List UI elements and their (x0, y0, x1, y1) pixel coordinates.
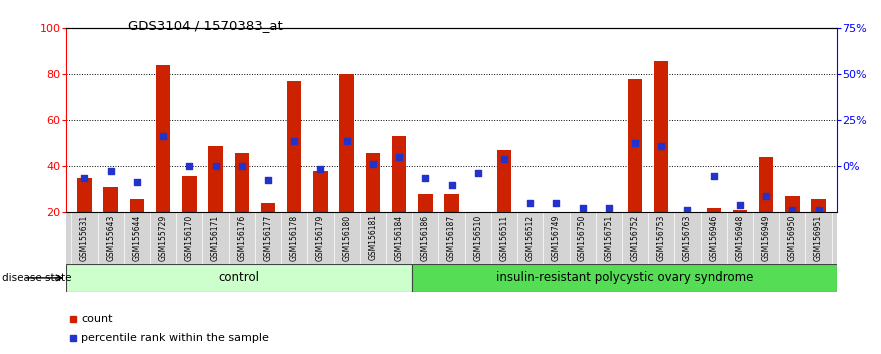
Bar (759, 157, 774, 212)
Bar (130, 199, 144, 212)
Bar (234, 153, 249, 212)
Text: GSM156946: GSM156946 (709, 215, 718, 261)
Point (575, 205, 589, 211)
Text: GSM156951: GSM156951 (814, 215, 823, 261)
Text: GSM156179: GSM156179 (316, 215, 325, 261)
Bar (549, 212, 564, 224)
Text: GSM156187: GSM156187 (447, 215, 456, 261)
Point (156, 133, 170, 139)
Text: disease state: disease state (2, 273, 71, 283)
Point (602, 205, 616, 211)
Bar (156, 65, 170, 212)
Bar (470, 212, 485, 235)
Text: GSM156510: GSM156510 (473, 215, 482, 261)
Text: GSM156750: GSM156750 (578, 215, 587, 261)
Point (418, 175, 433, 181)
Bar (411, 264, 837, 292)
Bar (444, 194, 459, 212)
Text: GSM156950: GSM156950 (788, 215, 797, 261)
Text: GSM156186: GSM156186 (421, 215, 430, 261)
Point (497, 156, 511, 162)
Text: GSM156763: GSM156763 (683, 215, 692, 261)
Bar (261, 203, 275, 212)
Point (209, 164, 223, 169)
Text: GSM156752: GSM156752 (631, 215, 640, 261)
Bar (628, 79, 642, 212)
Point (314, 166, 328, 171)
Point (811, 207, 825, 213)
Text: GSM156753: GSM156753 (656, 215, 666, 261)
Point (78, 175, 92, 181)
Bar (523, 212, 537, 229)
Point (234, 164, 248, 169)
Bar (654, 61, 669, 212)
Text: GSM155644: GSM155644 (132, 215, 141, 261)
Bar (366, 153, 380, 212)
Bar (811, 199, 825, 212)
Point (785, 207, 799, 213)
Bar (103, 187, 118, 212)
Bar (287, 81, 301, 212)
Point (628, 141, 642, 146)
Text: GSM156178: GSM156178 (290, 215, 299, 261)
Point (470, 171, 485, 176)
Point (759, 193, 774, 199)
Text: GSM156177: GSM156177 (263, 215, 272, 261)
Point (655, 143, 669, 149)
Text: GSM156180: GSM156180 (342, 215, 352, 261)
Point (444, 182, 458, 188)
Text: GSM155729: GSM155729 (159, 215, 167, 261)
Text: GSM156512: GSM156512 (526, 215, 535, 261)
Text: GSM156171: GSM156171 (211, 215, 220, 261)
Bar (497, 150, 511, 212)
Point (104, 168, 118, 174)
Text: GSM156181: GSM156181 (368, 215, 377, 261)
Point (392, 154, 406, 160)
Bar (339, 74, 354, 212)
Bar (733, 210, 747, 212)
Text: percentile rank within the sample: percentile rank within the sample (81, 333, 270, 343)
Bar (785, 196, 800, 212)
Bar (418, 194, 433, 212)
Text: GSM156949: GSM156949 (762, 215, 771, 261)
Text: GSM155631: GSM155631 (80, 215, 89, 261)
Bar (182, 176, 196, 212)
Point (680, 207, 694, 213)
Bar (707, 208, 721, 212)
Text: GSM156170: GSM156170 (185, 215, 194, 261)
Point (261, 177, 275, 183)
Point (707, 173, 721, 178)
Bar (314, 171, 328, 212)
Point (733, 202, 747, 208)
Text: control: control (218, 272, 259, 284)
Bar (575, 212, 589, 222)
Bar (602, 212, 616, 231)
Text: GDS3104 / 1570383_at: GDS3104 / 1570383_at (128, 19, 283, 33)
Text: GSM156176: GSM156176 (237, 215, 247, 261)
Point (339, 138, 353, 144)
Point (550, 200, 564, 206)
Bar (66, 264, 411, 292)
Text: GSM156511: GSM156511 (500, 215, 508, 261)
Point (182, 164, 196, 169)
Text: GSM155643: GSM155643 (106, 215, 115, 261)
Text: GSM156948: GSM156948 (736, 215, 744, 261)
Text: GSM156184: GSM156184 (395, 215, 403, 261)
Point (523, 200, 537, 206)
Bar (78, 178, 92, 212)
Text: GSM156749: GSM156749 (552, 215, 561, 261)
Text: insulin-resistant polycystic ovary syndrome: insulin-resistant polycystic ovary syndr… (496, 272, 753, 284)
Bar (392, 136, 406, 212)
Text: count: count (81, 314, 113, 324)
Point (287, 138, 301, 144)
Point (130, 180, 144, 185)
Bar (208, 146, 223, 212)
Text: GSM156751: GSM156751 (604, 215, 613, 261)
Point (366, 161, 380, 167)
